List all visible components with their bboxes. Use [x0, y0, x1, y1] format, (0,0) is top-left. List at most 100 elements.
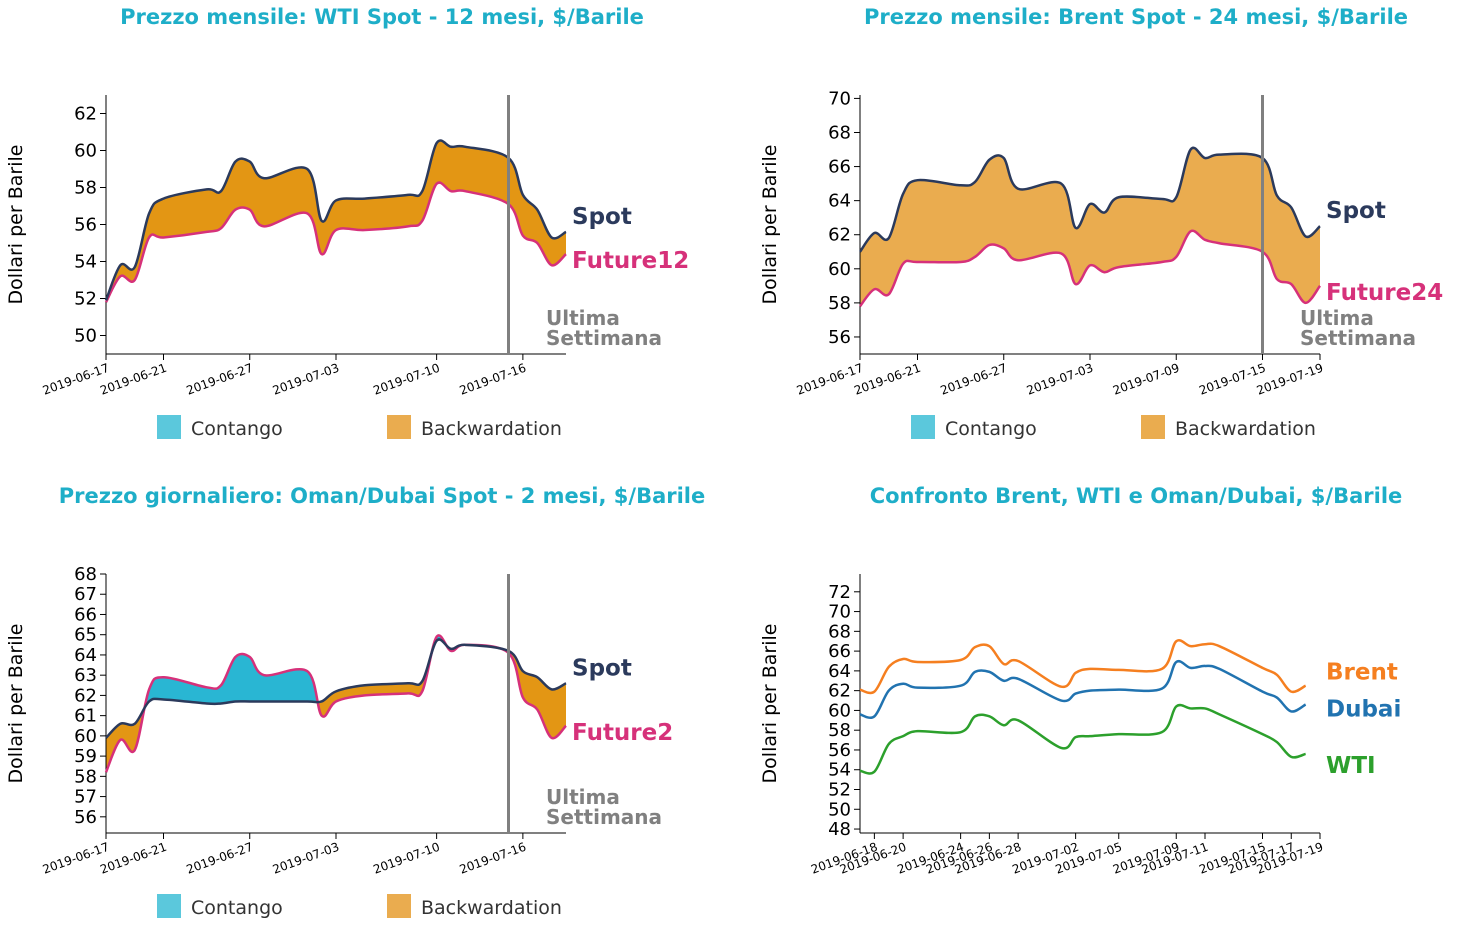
- y-tick-label: 68: [74, 564, 97, 585]
- x-tick-label: 2019-07-03: [271, 361, 341, 398]
- spot-line: [104, 139, 567, 301]
- legend: Contango Backwardation: [157, 894, 562, 919]
- y-tick-label: 60: [74, 726, 97, 747]
- y-tick-label: 62: [828, 681, 851, 702]
- y-tick-label: 58: [74, 178, 97, 199]
- chart-title: Prezzo mensile: WTI Spot - 12 mesi, $/Ba…: [120, 5, 644, 29]
- y-tick-label: 70: [828, 88, 851, 109]
- x-tick-label: 2019-07-16: [458, 840, 528, 877]
- chart-oman: Prezzo giornaliero: Oman/Dubai Spot - 2 …: [5, 484, 705, 919]
- y-tick-label: 59: [74, 746, 97, 767]
- y-tick-label: 66: [828, 641, 851, 662]
- y-tick-label: 70: [828, 602, 851, 623]
- y-tick-label: 58: [74, 766, 97, 787]
- legend-label-contango: Contango: [191, 897, 283, 919]
- ultima-label-line2: Settimana: [546, 326, 662, 350]
- future-line: [104, 634, 567, 773]
- y-tick-label: 60: [828, 700, 851, 721]
- x-tick-label: 2019-06-27: [938, 361, 1008, 398]
- ultima-label-line2: Settimana: [1300, 326, 1416, 350]
- legend-label-backwardation: Backwardation: [421, 418, 562, 440]
- y-tick-label: 54: [828, 760, 851, 781]
- legend-label-backwardation: Backwardation: [1175, 418, 1316, 440]
- x-tick-label: 2019-07-09: [1111, 361, 1181, 398]
- legend: Contango Backwardation: [157, 415, 562, 440]
- y-tick-label: 65: [74, 625, 97, 646]
- legend-swatch-backwardation: [387, 415, 411, 439]
- chart-wti: Prezzo mensile: WTI Spot - 12 mesi, $/Ba…: [5, 5, 689, 440]
- x-tick-label: 2019-07-03: [1025, 361, 1095, 398]
- ultima-label-line1: Ultima: [1300, 306, 1374, 330]
- legend-swatch-backwardation: [387, 894, 411, 918]
- x-tick-label: 2019-06-27: [184, 840, 254, 877]
- x-tick-label: 2019-07-03: [271, 840, 341, 877]
- backwardation-area: [860, 147, 1320, 307]
- y-tick-label: 52: [828, 780, 851, 801]
- y-tick-label: 60: [74, 141, 97, 162]
- contango-area: [106, 635, 566, 738]
- y-axis-label: Dollari per Barile: [759, 145, 781, 305]
- y-tick-label: 62: [74, 104, 97, 125]
- spot-line: [105, 638, 567, 739]
- y-tick-label: 62: [828, 225, 851, 246]
- future-end-label: Future12: [572, 248, 689, 274]
- y-tick-label: 66: [74, 604, 97, 625]
- legend-swatch-contango: [157, 415, 181, 439]
- y-axis-label: Dollari per Barile: [5, 145, 27, 305]
- chart-confronto: Confronto Brent, WTI e Oman/Dubai, $/Bar…: [759, 484, 1402, 877]
- chart-brent: Prezzo mensile: Brent Spot - 24 mesi, $/…: [759, 5, 1443, 440]
- spot-end-label: Spot: [572, 655, 632, 681]
- y-tick-label: 60: [828, 259, 851, 280]
- y-tick-label: 48: [828, 819, 851, 840]
- y-tick-label: 56: [828, 327, 851, 348]
- legend-swatch-contango: [157, 894, 181, 918]
- chart-title: Prezzo giornaliero: Oman/Dubai Spot - 2 …: [59, 484, 706, 508]
- legend-swatch-contango: [911, 415, 935, 439]
- y-tick-label: 58: [828, 293, 851, 314]
- legend: Contango Backwardation: [911, 415, 1316, 440]
- y-tick-label: 64: [828, 191, 851, 212]
- spot-end-label: Spot: [572, 204, 632, 230]
- series-line-brent: [859, 639, 1307, 695]
- y-tick-label: 58: [828, 720, 851, 741]
- y-tick-label: 57: [74, 787, 97, 808]
- future-line: [104, 181, 567, 303]
- legend-label-contango: Contango: [191, 418, 283, 440]
- series-label-brent: Brent: [1326, 660, 1398, 686]
- y-tick-label: 61: [74, 706, 97, 727]
- spot-end-label: Spot: [1326, 198, 1386, 224]
- legend-label-contango: Contango: [945, 418, 1037, 440]
- y-tick-label: 52: [74, 289, 97, 310]
- x-tick-label: 2019-06-21: [852, 361, 922, 398]
- y-axis-label: Dollari per Barile: [5, 624, 27, 784]
- y-tick-label: 56: [74, 807, 97, 828]
- legend-label-backwardation: Backwardation: [421, 897, 562, 919]
- series-label-dubai: Dubai: [1326, 696, 1401, 722]
- y-tick-label: 54: [74, 252, 97, 273]
- ultima-label-line2: Settimana: [546, 805, 662, 829]
- y-axis-label: Dollari per Barile: [759, 624, 781, 784]
- y-tick-label: 64: [74, 645, 97, 666]
- y-tick-label: 56: [74, 215, 97, 236]
- x-tick-label: 2019-07-16: [458, 361, 528, 398]
- y-tick-label: 50: [828, 799, 851, 820]
- legend-swatch-backwardation: [1141, 415, 1165, 439]
- chart-title: Prezzo mensile: Brent Spot - 24 mesi, $/…: [864, 5, 1408, 29]
- chart-title: Confronto Brent, WTI e Oman/Dubai, $/Bar…: [870, 484, 1403, 508]
- y-tick-label: 62: [74, 685, 97, 706]
- series-label-wti: WTI: [1326, 753, 1376, 779]
- y-tick-label: 67: [74, 584, 97, 605]
- backwardation-area: [106, 140, 566, 303]
- y-tick-label: 72: [828, 582, 851, 603]
- backwardation-area: [106, 639, 566, 773]
- x-tick-label: 2019-06-21: [98, 361, 168, 398]
- x-tick-label: 2019-06-27: [184, 361, 254, 398]
- ultima-label-line1: Ultima: [546, 306, 620, 330]
- future-end-label: Future2: [572, 720, 673, 746]
- x-tick-label: 2019-07-10: [371, 361, 441, 398]
- series-line-dubai: [859, 659, 1307, 720]
- y-tick-label: 63: [74, 665, 97, 686]
- y-tick-label: 50: [74, 326, 97, 347]
- x-tick-label: 2019-07-19: [1255, 361, 1325, 398]
